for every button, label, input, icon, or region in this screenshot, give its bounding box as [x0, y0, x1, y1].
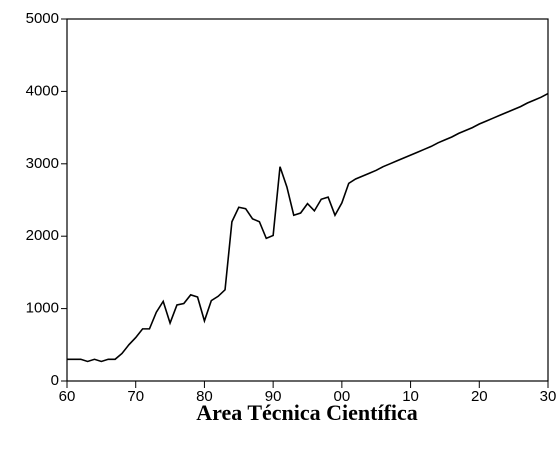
x-tick-label: 80	[196, 388, 213, 405]
x-tick-label: 60	[59, 388, 76, 405]
y-tick-label: 4000	[26, 82, 59, 99]
plot-frame	[66, 18, 549, 382]
x-tick-label: 20	[471, 388, 488, 405]
chart-title: Area Técnica Científica	[196, 400, 418, 425]
y-tick-label: 2000	[26, 227, 59, 244]
x-tick-label: 00	[334, 388, 351, 405]
data-line	[67, 92, 549, 363]
x-tick-label: 90	[265, 388, 282, 405]
x-tick-label: 30	[540, 388, 557, 405]
y-tick-label: 1000	[26, 300, 59, 317]
y-tick-label: 5000	[26, 10, 59, 27]
y-tick-label: 3000	[26, 155, 59, 172]
x-tick-label: 70	[127, 388, 144, 405]
x-tick-label: 10	[402, 388, 419, 405]
y-tick-label: 0	[51, 372, 59, 389]
